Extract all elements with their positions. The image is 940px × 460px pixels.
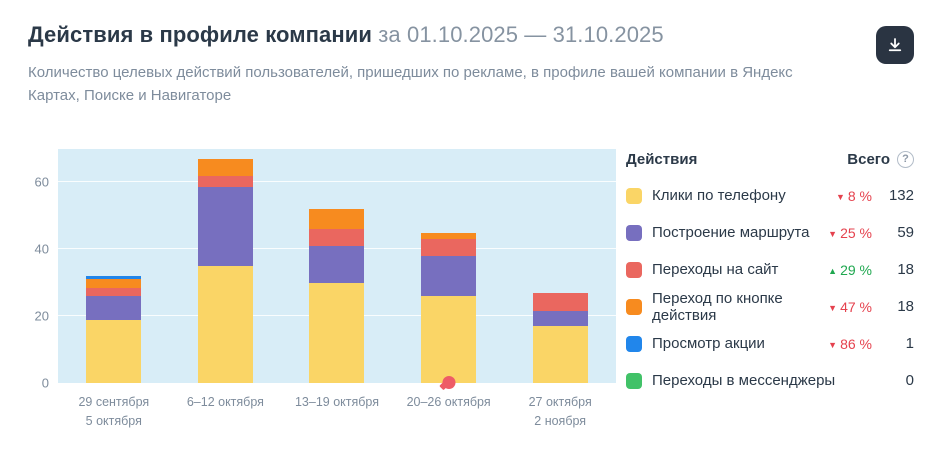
total-value: 59: [897, 224, 914, 241]
total-value: 1: [905, 335, 914, 352]
legend-row-4[interactable]: Переход по кнопке действия ▼ 47 % 18: [626, 288, 914, 325]
legend-label: Клики по телефону: [652, 187, 786, 204]
change-badge: ▼ 8 %: [835, 187, 872, 204]
arrow-up-icon: ▲: [828, 265, 838, 276]
bar-segment[interactable]: [309, 245, 365, 283]
bars-layer: [58, 149, 616, 383]
y-tick-label-20: 20: [34, 308, 49, 324]
legend-row-2[interactable]: Построение маршрута ▼ 25 % 59: [626, 214, 914, 251]
bar-week-4[interactable]: [421, 232, 477, 383]
bar-segment[interactable]: [197, 266, 253, 383]
bar-segment[interactable]: [421, 296, 477, 383]
bar-segment[interactable]: [532, 292, 588, 312]
bar-week-2[interactable]: [197, 159, 253, 383]
legend-row-6[interactable]: Переходы в мессенджеры 0: [626, 362, 914, 399]
bar-segment[interactable]: [532, 326, 588, 383]
y-tick-label-60: 60: [34, 174, 49, 190]
plot-area: [58, 149, 616, 389]
legend-label: Переход по кнопке действия: [652, 289, 783, 324]
bar-segment[interactable]: [86, 276, 142, 280]
legend-header-total-label: Всего: [847, 150, 890, 168]
legend-panel: Действия Всего ? Клики по телефону ▼ 8 % 13…: [626, 149, 914, 432]
bar-segment[interactable]: [421, 255, 477, 297]
legend-row-1[interactable]: Клики по телефону ▼ 8 % 132: [626, 177, 914, 214]
bar-segment[interactable]: [421, 232, 477, 240]
download-icon: [886, 36, 904, 54]
legend-label: Переходы на сайт: [652, 261, 779, 278]
legend-swatch: [626, 261, 642, 278]
total-value: 132: [888, 187, 914, 204]
y-axis: 0 20 40 60: [28, 149, 58, 391]
legend-label: Построение маршрута: [652, 224, 810, 241]
x-tick-label-1: 29 сентября 5 октября: [78, 395, 150, 429]
x-tick-label-4: 20–26 октября: [406, 395, 491, 409]
legend-rows: Клики по телефону ▼ 8 % 132 Построение маршр…: [626, 177, 914, 399]
gridline-60: [58, 181, 616, 183]
bar-segment[interactable]: [197, 187, 253, 266]
bar-segment[interactable]: [86, 287, 142, 297]
bar-segment[interactable]: [309, 209, 365, 230]
x-axis: 29 сентября 5 октября 6–12 октября 13–19 о…: [58, 393, 616, 432]
bar-segment[interactable]: [309, 229, 365, 246]
bar-segment[interactable]: [86, 319, 142, 383]
arrow-down-icon: ▼: [828, 228, 838, 239]
legend-row-3[interactable]: Переходы на сайт ▲ 29 % 18: [626, 251, 914, 288]
bar-segment[interactable]: [197, 175, 253, 188]
legend-label: Переходы в мессенджеры: [652, 372, 836, 389]
y-tick-label-0: 0: [41, 375, 49, 391]
legend-swatch: [626, 372, 642, 389]
stacked-bar-chart: 0 20 40 60 29 сентября 5 октября 6–12 октябр…: [28, 149, 616, 432]
page-title: Действия в профиле компании за 01.10.202…: [28, 22, 914, 48]
help-icon[interactable]: ?: [897, 150, 914, 168]
legend-row-5[interactable]: Просмотр акции ▼ 86 % 1: [626, 325, 914, 362]
change-badge: ▼ 47 %: [828, 298, 872, 315]
total-value: 18: [897, 298, 914, 315]
chart-and-legend: 0 20 40 60 29 сентября 5 октября 6–12 октябр…: [28, 149, 914, 432]
legend-header: Действия Всего ?: [626, 149, 914, 169]
arrow-down-icon: ▼: [835, 191, 845, 202]
bar-segment[interactable]: [86, 279, 142, 288]
page-title-period: за 01.10.2025 — 31.10.2025: [378, 22, 664, 47]
total-value: 18: [897, 261, 914, 278]
legend-header-actions-label: Действия: [626, 150, 698, 168]
change-badge: ▼ 86 %: [828, 335, 872, 352]
legend-header-right: Всего ?: [847, 150, 914, 168]
placemark-marker[interactable]: [442, 376, 456, 389]
legend-label: Просмотр акции: [652, 335, 765, 352]
bar-week-3[interactable]: [309, 209, 365, 383]
bar-segment[interactable]: [532, 311, 588, 327]
x-tick-label-5: 27 октября 2 ноября: [528, 395, 592, 429]
legend-swatch: [626, 335, 642, 352]
download-button[interactable]: [876, 26, 914, 64]
bar-segment[interactable]: [421, 239, 477, 256]
x-tick-label-3: 13–19 октября: [294, 395, 379, 409]
total-value: 0: [905, 372, 914, 389]
page-subtitle: Количество целевых действий пользователе…: [28, 64, 793, 104]
legend-swatch: [626, 224, 642, 241]
legend-swatch: [626, 187, 642, 204]
bar-segment[interactable]: [309, 282, 365, 383]
arrow-down-icon: ▼: [828, 339, 838, 350]
legend-swatch: [626, 298, 642, 315]
bar-segment[interactable]: [197, 159, 253, 176]
bar-week-5[interactable]: [532, 292, 588, 383]
x-tick-label-2: 6–12 октября: [186, 395, 264, 409]
page-title-text: Действия в профиле компании: [28, 22, 373, 47]
bar-week-1[interactable]: [86, 276, 142, 383]
y-tick-label-40: 40: [34, 241, 49, 257]
bar-segment[interactable]: [86, 296, 142, 320]
change-badge: ▼ 25 %: [828, 224, 872, 241]
arrow-down-icon: ▼: [828, 302, 838, 313]
change-badge: ▲ 29 %: [828, 261, 872, 278]
